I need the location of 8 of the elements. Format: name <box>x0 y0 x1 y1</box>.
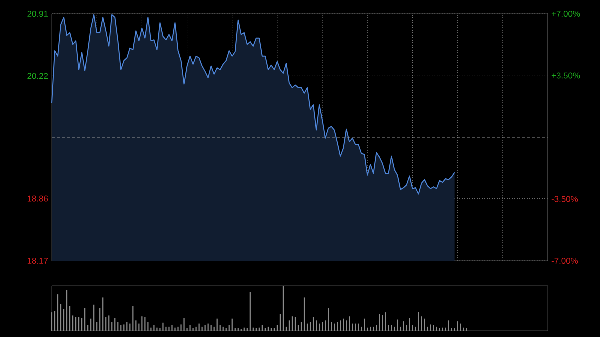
y-tick-label: 18.17 <box>28 258 48 264</box>
y-tick-label: 20.91 <box>28 11 48 17</box>
y2-tick-label: -7.00% <box>552 258 578 264</box>
y2-tick-label: -3.50% <box>552 196 578 202</box>
y-tick-label: 20.22 <box>28 73 48 80</box>
y2-tick-label: +3.50% <box>552 72 580 79</box>
y-tick-label: 18.86 <box>28 196 48 202</box>
y2-tick-label: +7.00% <box>552 11 580 17</box>
